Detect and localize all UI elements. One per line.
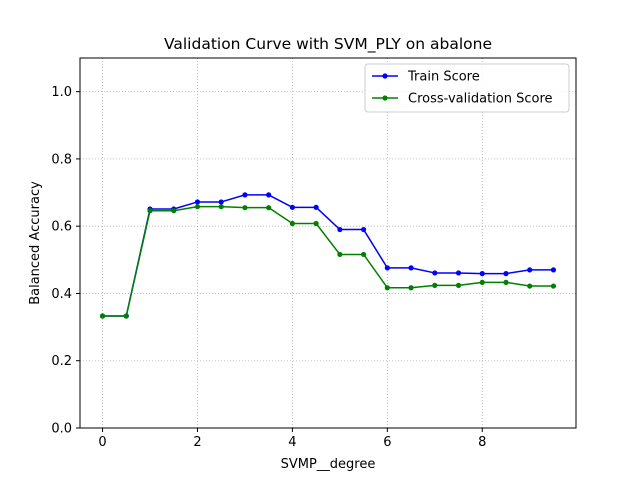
train-score-point: [479, 271, 485, 277]
y-axis-label: Balanced Accuracy: [28, 181, 43, 305]
train-score-point: [384, 265, 390, 271]
x-tick-label: 2: [193, 435, 201, 450]
cross-validation-score-point: [194, 204, 201, 210]
cross-validation-score-point: [147, 208, 153, 214]
cross-validation-score-point: [360, 251, 367, 258]
train-score-point: [242, 192, 248, 198]
legend: Train Score Cross-validation Score: [364, 63, 570, 113]
legend-swatch-train-marker: [382, 73, 388, 79]
train-score-point: [194, 199, 201, 205]
cross-validation-score-point: [289, 220, 296, 227]
legend-box: [364, 63, 570, 113]
train-score-point: [432, 270, 438, 276]
cross-validation-score-point: [99, 313, 106, 319]
cross-validation-score-point: [408, 285, 414, 291]
cross-validation-score-point: [432, 282, 438, 288]
train-score-point: [527, 267, 533, 273]
cross-validation-score-point: [313, 220, 319, 227]
cross-validation-score-point: [550, 283, 557, 289]
x-axis-label: SVMP__degree: [281, 457, 376, 472]
cross-validation-score-point: [455, 282, 462, 288]
cross-validation-score-point: [123, 313, 129, 319]
train-score-point: [218, 199, 224, 205]
cross-validation-score-point: [384, 285, 390, 291]
cross-validation-score-point: [218, 204, 224, 210]
y-tick-label: 0.6: [51, 220, 72, 235]
train-score-point: [337, 226, 343, 233]
train-score-point: [313, 204, 319, 210]
x-axis-ticks: 0 2 4 6 8: [98, 428, 486, 450]
x-tick-label: 4: [288, 435, 296, 450]
train-score-point: [360, 226, 367, 233]
cross-validation-score-point: [503, 279, 509, 285]
y-tick-label: 0.8: [51, 152, 72, 167]
cross-validation-score-point: [171, 208, 177, 214]
y-tick-label: 0.2: [51, 354, 72, 369]
cross-validation-score-point: [242, 205, 248, 211]
y-tick-label: 1.0: [51, 85, 72, 100]
series-layer: [99, 192, 557, 319]
train-score-point: [408, 265, 414, 271]
cross-validation-score-point: [527, 283, 533, 289]
chart-title: Validation Curve with SVM_PLY on abalone: [164, 35, 492, 54]
cross-validation-score-line: [102, 205, 554, 317]
train-score-point: [503, 271, 509, 277]
legend-swatch-cv-marker: [382, 95, 388, 101]
y-axis-ticks: 0.0 0.2 0.4 0.6 0.8 1.0: [51, 85, 80, 437]
y-tick-label: 0.4: [51, 287, 72, 302]
x-tick-label: 8: [478, 435, 486, 450]
cross-validation-score-point: [337, 251, 343, 258]
y-tick-label: 0.0: [51, 422, 72, 437]
plot-frame: [79, 57, 577, 429]
cross-validation-score-point: [479, 279, 485, 285]
train-score-point: [550, 267, 557, 273]
x-tick-label: 0: [98, 435, 106, 450]
legend-label-cv: Cross-validation Score: [408, 92, 553, 107]
cross-validation-score-point: [266, 205, 272, 211]
x-tick-label: 6: [383, 435, 391, 450]
train-score-line: [102, 194, 554, 317]
train-score-point: [289, 204, 296, 210]
legend-label-train: Train Score: [407, 70, 480, 85]
train-score-point: [266, 192, 272, 198]
train-score-point: [455, 270, 462, 276]
